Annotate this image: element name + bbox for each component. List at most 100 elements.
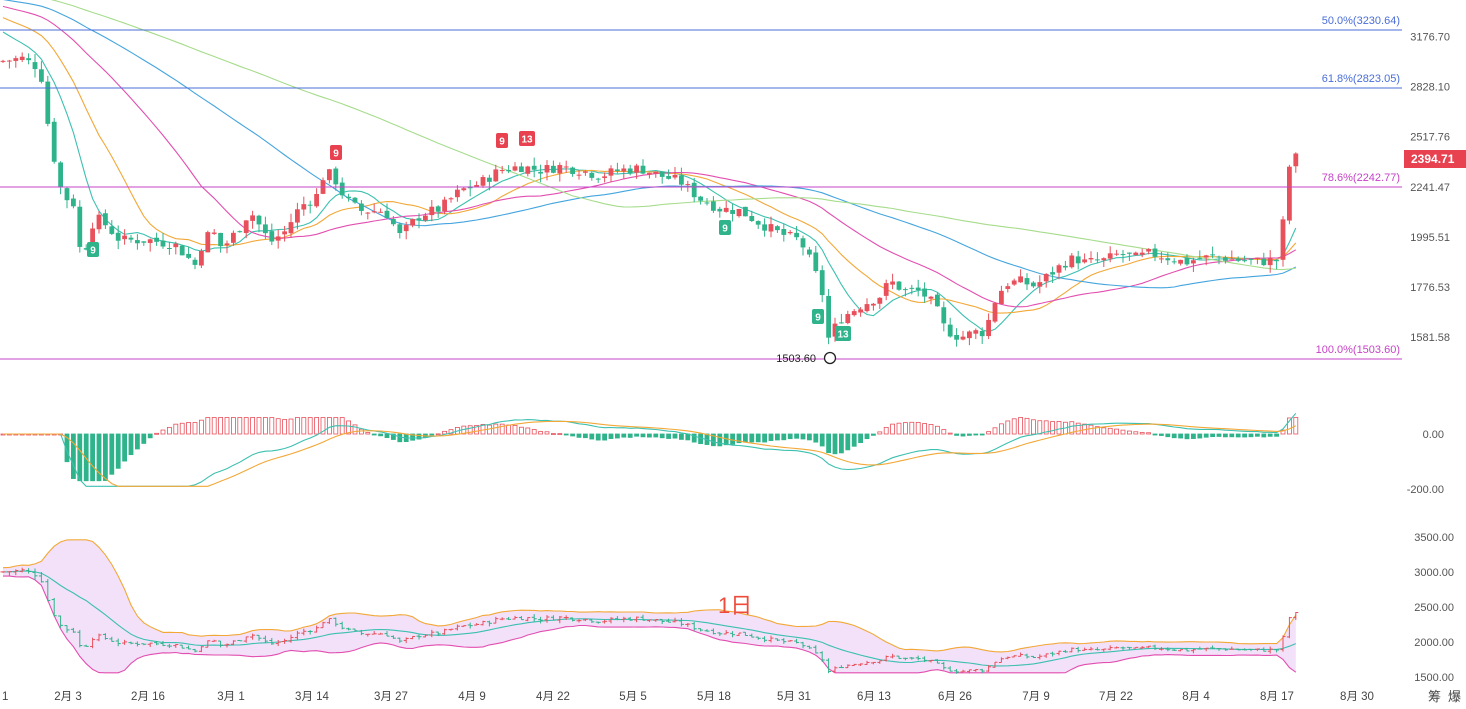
signal-badge[interactable]: 9 bbox=[812, 309, 824, 324]
boll-ohlc-bar bbox=[954, 668, 960, 674]
macd-bar bbox=[416, 433, 422, 440]
boll-ohlc-bar bbox=[768, 635, 774, 643]
macd-bar bbox=[192, 422, 198, 435]
macd-bar bbox=[781, 433, 787, 441]
boll-axis-tick: 2000.00 bbox=[1414, 637, 1454, 649]
macd-bar bbox=[1216, 433, 1222, 437]
boll-ohlc-bar bbox=[1274, 649, 1280, 653]
candle bbox=[416, 213, 422, 229]
candle bbox=[1127, 252, 1132, 262]
boll-ohlc-bar bbox=[672, 617, 678, 623]
macd-bar bbox=[928, 424, 934, 435]
macd-bar bbox=[288, 418, 294, 435]
macd-bar bbox=[1171, 433, 1177, 439]
boll-ohlc-bar bbox=[448, 628, 454, 631]
date-axis-tick: 7月 9 bbox=[1022, 691, 1050, 703]
macd-bar bbox=[1133, 431, 1139, 435]
signal-badge-label: 9 bbox=[90, 246, 96, 257]
macd-bar bbox=[256, 417, 262, 435]
macd-bar bbox=[576, 433, 582, 438]
boll-ohlc-bar bbox=[224, 643, 230, 648]
candle bbox=[1274, 259, 1279, 270]
boll-ohlc-bar bbox=[1267, 646, 1273, 654]
macd-bar bbox=[762, 433, 767, 443]
boll-ohlc-bar bbox=[1248, 648, 1254, 652]
signal-badge[interactable]: 9 bbox=[330, 145, 342, 160]
boll-ohlc-bar bbox=[1139, 646, 1145, 649]
candle bbox=[109, 220, 115, 236]
date-axis-tick: 5月 18 bbox=[697, 691, 731, 703]
signal-badge[interactable]: 9 bbox=[719, 220, 731, 235]
boll-ohlc-bar bbox=[1222, 648, 1228, 651]
candle bbox=[691, 177, 697, 203]
boll-band-fill bbox=[3, 539, 1296, 673]
macd-bar bbox=[973, 433, 979, 436]
macd-bar bbox=[1075, 422, 1081, 435]
macd-bar bbox=[1203, 433, 1209, 438]
candle bbox=[218, 232, 223, 253]
boll-ohlc-bar bbox=[563, 615, 569, 620]
candle bbox=[915, 279, 921, 297]
macd-bar bbox=[1267, 433, 1273, 437]
signal-badge[interactable]: 13 bbox=[519, 131, 535, 146]
signal-badge-label: 9 bbox=[499, 137, 505, 148]
macd-panel bbox=[0, 412, 1299, 487]
signal-badge[interactable]: 9 bbox=[87, 242, 99, 257]
boll-ohlc-bar bbox=[550, 615, 556, 621]
signal-badge[interactable]: 9 bbox=[496, 133, 508, 148]
macd-bar bbox=[230, 417, 236, 435]
price-axis-tick: 1776.53 bbox=[1410, 282, 1450, 294]
date-axis-tick: 8月 30 bbox=[1340, 691, 1374, 703]
candle bbox=[1159, 251, 1164, 264]
boll-ohlc-bar bbox=[608, 617, 614, 624]
macd-bar bbox=[294, 417, 300, 435]
signal-badge-label: 9 bbox=[333, 149, 339, 160]
boll-ohlc-bar bbox=[1114, 646, 1120, 649]
boll-ohlc-bar bbox=[960, 669, 966, 673]
boll-ohlc-bar bbox=[371, 631, 377, 635]
boll-ohlc-bar bbox=[1254, 648, 1260, 651]
boll-ohlc-bar bbox=[506, 617, 512, 621]
macd-bar bbox=[1120, 429, 1126, 435]
candle bbox=[173, 241, 179, 255]
boll-ohlc-bar bbox=[442, 628, 448, 635]
corner-label-a[interactable]: 筹 bbox=[1428, 689, 1441, 704]
boll-ohlc-bar bbox=[186, 645, 192, 650]
signal-badge-label: 13 bbox=[521, 135, 533, 146]
timeframe-label[interactable]: 1日 bbox=[718, 593, 752, 618]
candle bbox=[442, 196, 447, 215]
candle bbox=[666, 169, 671, 180]
boll-ohlc-bar bbox=[704, 629, 710, 632]
boll-ohlc-bar bbox=[1203, 647, 1209, 652]
macd-bar bbox=[512, 424, 518, 435]
boll-ohlc-bar bbox=[621, 616, 627, 623]
boll-ohlc-bar bbox=[986, 665, 992, 672]
candle bbox=[423, 212, 428, 222]
candle bbox=[1056, 263, 1062, 280]
macd-bar bbox=[90, 433, 95, 482]
macd-bar bbox=[1069, 421, 1075, 435]
macd-bar bbox=[134, 433, 140, 450]
boll-ohlc-bar bbox=[890, 653, 896, 659]
boll-ohlc-bar bbox=[653, 619, 659, 622]
last-price-label: 2394.71 bbox=[1411, 152, 1455, 166]
boll-ohlc-bar bbox=[90, 637, 96, 649]
candle bbox=[595, 177, 601, 183]
boll-ohlc-bar bbox=[1171, 649, 1177, 651]
signal-badge[interactable]: 13 bbox=[835, 326, 851, 341]
candle bbox=[96, 210, 102, 234]
candle bbox=[1242, 255, 1247, 263]
price-axis-tick: 2828.10 bbox=[1410, 82, 1450, 94]
macd-bar bbox=[941, 429, 947, 435]
macd-bar bbox=[992, 427, 998, 435]
candle bbox=[1101, 257, 1107, 268]
candle bbox=[826, 289, 831, 345]
macd-bar bbox=[1184, 433, 1190, 440]
macd-bar bbox=[346, 420, 352, 435]
candle bbox=[935, 292, 940, 307]
boll-ohlc-bar bbox=[582, 618, 588, 622]
corner-label-b[interactable]: 爆 bbox=[1448, 689, 1461, 704]
candle bbox=[743, 206, 748, 217]
boll-ohlc-bar bbox=[1056, 650, 1062, 656]
candle bbox=[410, 218, 415, 228]
